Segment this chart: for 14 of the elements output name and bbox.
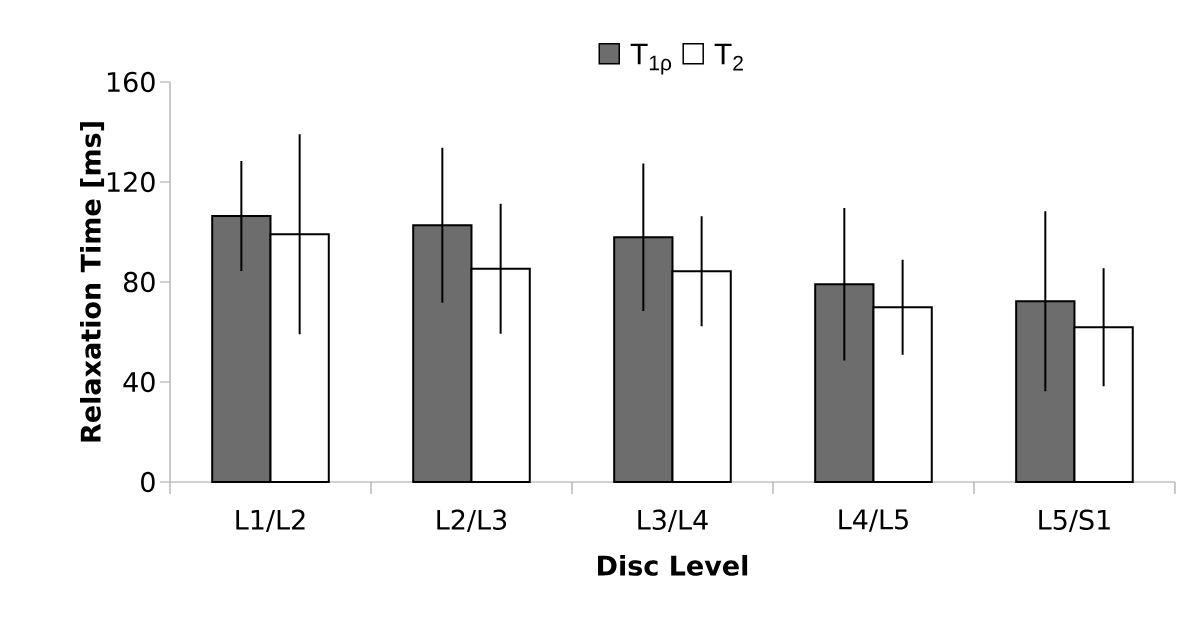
y-tick-label: 40 xyxy=(123,371,155,393)
y-tick-label: 120 xyxy=(107,171,155,193)
x-axis-title: Disc Level xyxy=(598,554,748,576)
legend-label: T$_{2}$ xyxy=(714,43,743,71)
x-tick-label: L3/L4 xyxy=(638,509,708,533)
y-tick-label: 160 xyxy=(107,71,155,93)
x-tick-label: L5/S1 xyxy=(1039,509,1110,533)
x-tick-label: L1/L2 xyxy=(236,509,305,533)
x-tick-label: L4/L5 xyxy=(839,509,908,532)
legend-label: T$_{1ρ}$ xyxy=(630,43,672,75)
x-tick-label: L2/L3 xyxy=(437,509,507,533)
y-tick-label: 0 xyxy=(141,471,155,493)
y-axis-title: Relaxation Time [ms] xyxy=(80,122,105,442)
y-tick-label: 80 xyxy=(123,271,155,293)
